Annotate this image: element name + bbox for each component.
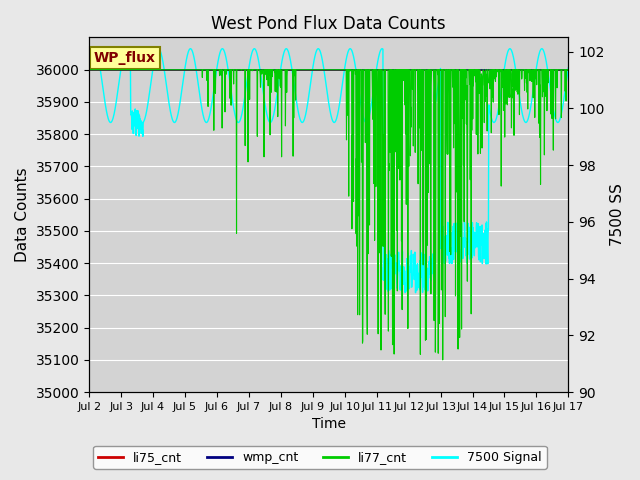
Legend: li75_cnt, wmp_cnt, li77_cnt, 7500 Signal: li75_cnt, wmp_cnt, li77_cnt, 7500 Signal: [93, 446, 547, 469]
X-axis label: Time: Time: [312, 418, 346, 432]
Y-axis label: 7500 SS: 7500 SS: [610, 183, 625, 246]
Y-axis label: Data Counts: Data Counts: [15, 168, 30, 262]
Text: WP_flux: WP_flux: [94, 51, 156, 65]
Title: West Pond Flux Data Counts: West Pond Flux Data Counts: [211, 15, 446, 33]
